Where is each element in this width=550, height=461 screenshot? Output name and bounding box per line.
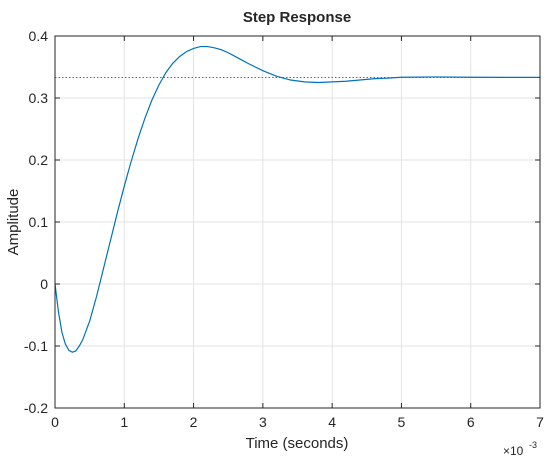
y-tick-label: 0.4 [29,28,49,44]
x-tick-label: 6 [467,414,475,430]
y-tick-label: 0.3 [29,90,49,106]
x-exponent-label: ×10 [503,444,524,458]
x-tick-label: 3 [259,414,267,430]
x-axis-label: Time (seconds) [246,435,349,452]
x-exponent-power: -3 [529,440,537,450]
y-axis-ticks: -0.2 -0.1 0 0.1 0.2 0.3 0.4 [24,28,540,416]
x-tick-label: 4 [328,414,336,430]
x-tick-label: 0 [51,414,59,430]
x-axis-ticks: 0 1 2 3 4 5 6 7 [51,36,544,430]
x-tick-label: 5 [398,414,406,430]
y-tick-label: 0.2 [29,152,49,168]
x-tick-label: 7 [536,414,544,430]
y-tick-label: -0.1 [24,338,48,354]
y-tick-label: -0.2 [24,400,48,416]
y-tick-label: 0.1 [29,214,49,230]
y-axis-label: Amplitude [5,189,22,256]
x-tick-label: 1 [120,414,128,430]
y-tick-label: 0 [40,276,48,292]
chart-title: Step Response [243,9,351,26]
series-line-step-response [54,45,540,353]
x-tick-label: 2 [190,414,198,430]
